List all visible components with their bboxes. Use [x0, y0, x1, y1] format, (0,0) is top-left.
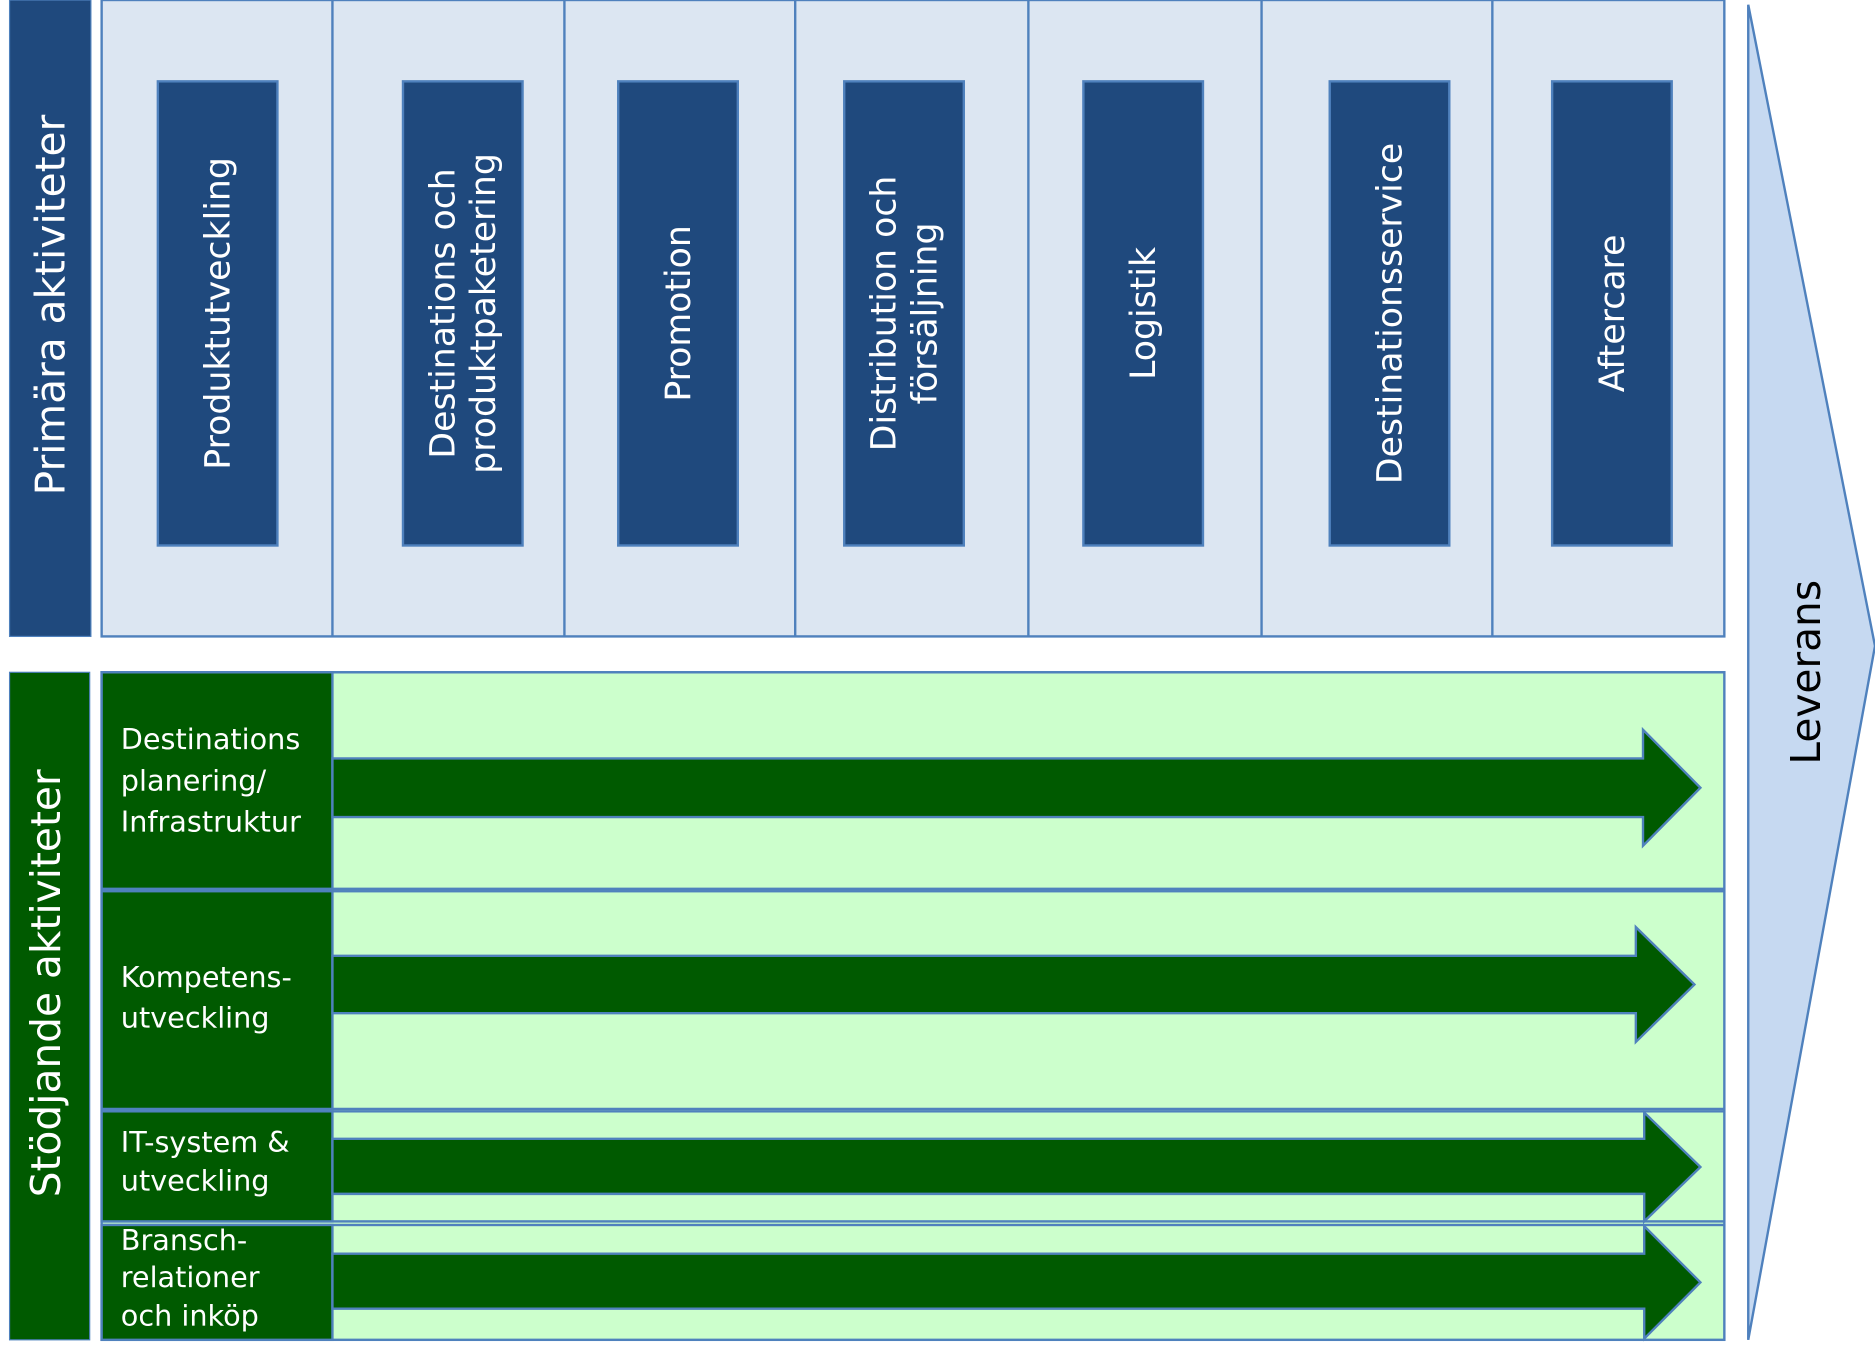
activity-box [1328, 80, 1451, 547]
support-arrow [331, 924, 1697, 1045]
primary-bar [8, 0, 92, 638]
support-label: Stödjande aktiviteter [22, 769, 70, 1197]
activity-line: Destinationsservice [1370, 143, 1410, 484]
output-label: Leverans [1782, 580, 1830, 765]
support-cell [100, 671, 334, 891]
activity-label: Distribution ochförsäljning [865, 176, 946, 452]
activity-line: produktpaketering [464, 153, 504, 474]
support-activity-line: utveckling [121, 1001, 270, 1035]
activity-box [1082, 80, 1205, 547]
support-activity-label: Bransch-relationer och inköp [121, 1223, 260, 1332]
activity-box [1550, 80, 1673, 547]
activity-label: Destinationsservice [1370, 143, 1410, 484]
support-activity-label: Kompetens-utveckling [121, 960, 292, 1035]
support-cell [100, 890, 334, 1111]
support-activity-line: och inköp [121, 1298, 259, 1332]
support-activity-line: planering/ [121, 764, 267, 798]
support-activity-label: Destinations planering/Infrastruktur [121, 722, 301, 839]
activity-line: Produktutveckling [199, 157, 239, 470]
support-activity-label: IT-system & utveckling [121, 1125, 290, 1197]
support-arrow [331, 726, 1703, 849]
support-arrow [331, 1223, 1703, 1342]
support-activity-line: Kompetens- [121, 960, 292, 994]
support-activity-line: utveckling [121, 1163, 270, 1197]
support-activity-line: relationer [121, 1260, 260, 1294]
primary-label: Primära aktiviteter [27, 114, 75, 495]
activity-line: Logistik [1124, 247, 1164, 380]
support-arrow [331, 1109, 1703, 1225]
support-activity-line: IT-system & [121, 1125, 290, 1159]
activity-line: Promotion [659, 225, 699, 401]
output-chevron [1747, 4, 1875, 1341]
activity-line: Distribution och [865, 176, 905, 452]
activity-box [401, 80, 524, 547]
activity-label: Destinations ochproduktpaketering [423, 153, 504, 474]
support-activity-line: Bransch- [121, 1223, 247, 1257]
activity-line: försäljning [905, 222, 945, 404]
activity-label: Logistik [1124, 247, 1164, 380]
activity-label: Promotion [659, 225, 699, 401]
activity-label: Aftercare [1593, 235, 1633, 393]
activity-label: Produktutveckling [199, 157, 239, 470]
activity-line: Aftercare [1593, 235, 1633, 393]
activity-box [617, 80, 739, 547]
support-cell [100, 1110, 334, 1223]
activity-box [843, 80, 966, 547]
support-activity-line: Destinations [121, 722, 301, 756]
support-bar [8, 671, 91, 1341]
activity-box [156, 80, 279, 547]
activity-line: Destinations och [423, 168, 463, 458]
support-activity-line: Infrastruktur [121, 804, 301, 838]
